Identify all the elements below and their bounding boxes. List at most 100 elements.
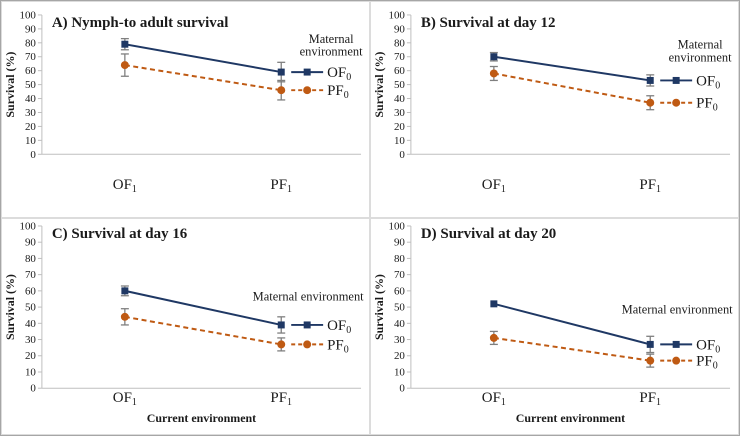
y-tick-label: 10 (25, 366, 36, 378)
y-tick-label: 80 (25, 253, 36, 265)
y-axis-title: Survival (%) (372, 52, 386, 118)
y-tick-label: 60 (394, 285, 405, 297)
x-tick-label: OF1 (482, 177, 506, 195)
legend-entry-label: OF0 (696, 73, 720, 91)
series-line (124, 64, 282, 92)
y-tick-label: 40 (394, 318, 405, 330)
y-tick-label: 60 (394, 65, 405, 77)
panel-b: 0 10 20 30 40 50 60 70 80 90 100 B) Survival at day… (370, 1, 739, 218)
panel-d: 0 10 20 30 40 50 60 70 80 90 100 D) Survival at day… (370, 218, 739, 435)
legend-sample-marker (672, 340, 680, 348)
y-axis-title: Survival (%) (3, 52, 17, 118)
series-line (124, 289, 282, 326)
y-tick-label: 30 (394, 107, 405, 119)
legend-title: Maternal (309, 32, 354, 46)
legend-entry-label: OF0 (696, 337, 720, 355)
legend-entry-label: PF0 (696, 354, 718, 372)
y-tick-label: 70 (394, 51, 405, 63)
data-point-marker (121, 287, 129, 295)
y-tick-label: 80 (394, 253, 405, 265)
y-tick-label: 60 (25, 65, 36, 77)
legend-entry-label: PF0 (327, 337, 349, 355)
legend-entry-label: PF0 (696, 96, 718, 114)
y-axis-title: Survival (%) (3, 274, 17, 340)
chart-survival-day-20: 0 10 20 30 40 50 60 70 80 90 100 D) Survival at day… (372, 220, 734, 425)
y-tick-label: 10 (394, 135, 405, 147)
y-tick-label: 100 (388, 9, 405, 21)
x-tick-label: PF1 (270, 177, 292, 195)
legend-entry-label: OF0 (327, 318, 351, 336)
x-axis-title: Current environment (516, 411, 625, 425)
legend-sample-marker (672, 76, 680, 84)
panel-title: C) Survival at day 16 (52, 226, 188, 242)
y-tick-label: 20 (25, 350, 36, 362)
series-line (493, 72, 651, 104)
y-tick-label: 90 (25, 237, 36, 249)
series-line (124, 43, 282, 74)
y-tick-label: 90 (394, 23, 405, 35)
y-tick-label: 10 (394, 366, 405, 378)
data-point-marker (490, 53, 498, 61)
y-tick-label: 0 (399, 383, 405, 395)
y-tick-label: 60 (25, 285, 36, 297)
legend-title: Maternal environment (622, 303, 734, 317)
y-tick-label: 100 (388, 220, 405, 232)
y-tick-label: 70 (25, 269, 36, 281)
legend-title: environment (669, 50, 732, 64)
legend-title: environment (300, 45, 363, 59)
legend-sample-marker (672, 356, 681, 365)
panel-c: 0 10 20 30 40 50 60 70 80 90 100 C) Survival at day… (1, 218, 370, 435)
y-tick-label: 50 (25, 79, 36, 91)
data-point-marker (646, 340, 654, 348)
chart-nymph-to-adult-survival: 0 10 20 30 40 50 60 70 80 90 100 A) Nymph-to adult … (3, 9, 363, 195)
y-tick-label: 30 (25, 107, 36, 119)
panel-title: A) Nymph-to adult survival (52, 15, 229, 31)
panel-a: 0 10 20 30 40 50 60 70 80 90 100 A) Nymph-to adult … (1, 1, 370, 218)
x-tick-label: OF1 (113, 390, 137, 408)
y-tick-label: 70 (25, 51, 36, 63)
y-tick-label: 40 (25, 93, 36, 105)
x-tick-label: PF1 (270, 390, 292, 408)
legend-entry-label: OF0 (327, 65, 351, 83)
series-line (124, 315, 282, 346)
legend-entry-label: PF0 (327, 83, 349, 101)
legend-title: Maternal environment (253, 290, 365, 304)
y-tick-label: 10 (25, 135, 36, 147)
y-tick-label: 50 (394, 79, 405, 91)
panel-title: B) Survival at day 12 (421, 15, 556, 31)
series-line (493, 302, 651, 346)
y-tick-label: 50 (394, 302, 405, 314)
y-tick-label: 0 (399, 149, 405, 161)
y-tick-label: 30 (25, 334, 36, 346)
y-tick-label: 90 (394, 237, 405, 249)
y-tick-label: 80 (25, 37, 36, 49)
legend-sample-marker (672, 98, 681, 107)
data-point-marker (646, 356, 655, 365)
x-tick-label: OF1 (482, 390, 506, 408)
x-tick-label: OF1 (113, 177, 137, 195)
y-tick-label: 90 (25, 23, 36, 35)
y-tick-label: 40 (25, 318, 36, 330)
y-tick-label: 30 (394, 334, 405, 346)
legend-title: Maternal (678, 37, 723, 51)
y-tick-label: 0 (30, 149, 36, 161)
x-tick-label: PF1 (639, 177, 661, 195)
panel-title: D) Survival at day 20 (421, 226, 556, 242)
y-tick-label: 0 (30, 383, 36, 395)
y-tick-label: 100 (19, 9, 36, 21)
chart-survival-day-12: 0 10 20 30 40 50 60 70 80 90 100 B) Survival at day… (372, 9, 732, 195)
data-point-marker (277, 86, 286, 95)
chart-survival-day-16: 0 10 20 30 40 50 60 70 80 90 100 C) Survival at day… (3, 220, 365, 425)
data-point-marker (120, 61, 129, 70)
series-line (493, 336, 651, 362)
legend-sample-marker (303, 340, 312, 349)
y-tick-label: 20 (394, 121, 405, 133)
y-tick-label: 80 (394, 37, 405, 49)
series-line (493, 55, 651, 82)
data-point-marker (277, 68, 285, 76)
data-point-marker (646, 98, 655, 107)
y-axis-title: Survival (%) (372, 274, 386, 340)
y-tick-label: 20 (394, 350, 405, 362)
data-point-marker (121, 40, 129, 48)
